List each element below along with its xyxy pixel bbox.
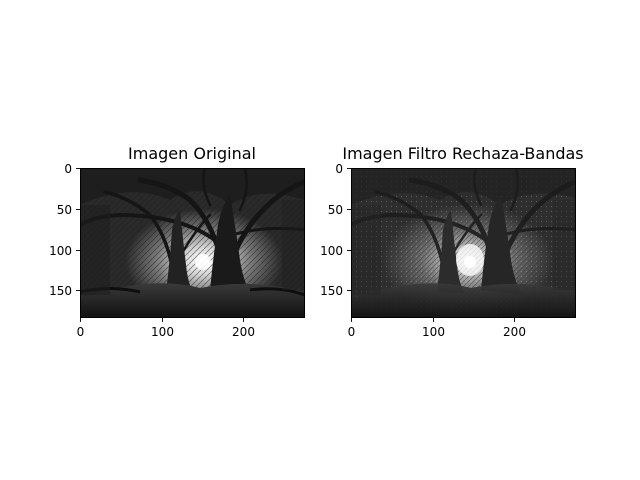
x-tick-label: 100 bbox=[422, 325, 445, 339]
panel-original: Imagen Original bbox=[49, 144, 305, 339]
x-tick-label: 0 bbox=[77, 325, 85, 339]
y-tick-label: 50 bbox=[57, 203, 72, 217]
y-tick-label: 0 bbox=[335, 162, 343, 176]
panel-title: Imagen Filtro Rechaza-Bandas bbox=[342, 144, 583, 163]
y-axis: 0 50 100 150 bbox=[49, 162, 80, 298]
x-tick-label: 200 bbox=[503, 325, 526, 339]
y-tick-label: 150 bbox=[320, 284, 343, 298]
panel-filtered: Imagen Filtro Rechaza-Bandas bbox=[320, 144, 584, 339]
x-axis: 0 100 200 bbox=[77, 318, 255, 339]
y-tick-label: 100 bbox=[320, 244, 343, 258]
x-tick-label: 0 bbox=[348, 325, 356, 339]
x-tick-label: 100 bbox=[151, 325, 174, 339]
y-tick-label: 50 bbox=[328, 203, 343, 217]
x-tick-label: 200 bbox=[232, 325, 255, 339]
filtered-forest-photo-image bbox=[351, 168, 576, 318]
panel-title: Imagen Original bbox=[128, 144, 256, 163]
x-axis: 0 100 200 bbox=[348, 318, 526, 339]
axes-frame bbox=[351, 168, 576, 318]
forest-photo-image bbox=[80, 168, 305, 318]
axes-frame bbox=[80, 168, 305, 318]
y-tick-label: 100 bbox=[49, 244, 72, 258]
y-tick-label: 0 bbox=[64, 162, 72, 176]
y-tick-label: 150 bbox=[49, 284, 72, 298]
y-axis: 0 50 100 150 bbox=[320, 162, 351, 298]
